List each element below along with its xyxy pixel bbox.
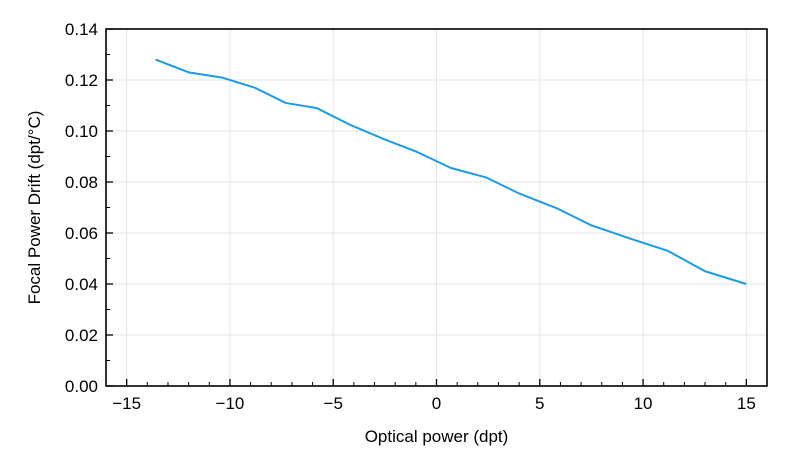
x-axis-label: Optical power (dpt) — [365, 427, 509, 446]
x-tick-label: −5 — [324, 394, 343, 413]
y-tick-label: 0.04 — [65, 275, 98, 294]
y-tick-label: 0.02 — [65, 326, 98, 345]
x-tick-label: 15 — [737, 394, 756, 413]
y-tick-label: 0.08 — [65, 173, 98, 192]
series-line-0 — [155, 58, 747, 285]
x-tick-label: 10 — [634, 394, 653, 413]
y-axis-label: Focal Power Drift (dpt/°C) — [25, 111, 44, 305]
tick-labels: −15 −10 −5 0 5 10 15 0.00 0.02 0.04 0.06 0.08 0.10 0.… — [65, 20, 756, 413]
x-tick-label: 0 — [432, 394, 441, 413]
x-tick-label: 5 — [535, 394, 544, 413]
y-tick-label: 0.10 — [65, 122, 98, 141]
y-tick-label: 0.00 — [65, 377, 98, 396]
grid — [106, 28, 767, 387]
y-tick-label: 0.06 — [65, 224, 98, 243]
x-tick-label: −15 — [112, 394, 141, 413]
series-layer — [155, 58, 747, 285]
y-tick-label: 0.14 — [65, 20, 98, 39]
x-tick-label: −10 — [216, 394, 245, 413]
tick-marks — [105, 28, 768, 387]
y-tick-label: 0.12 — [65, 71, 98, 90]
